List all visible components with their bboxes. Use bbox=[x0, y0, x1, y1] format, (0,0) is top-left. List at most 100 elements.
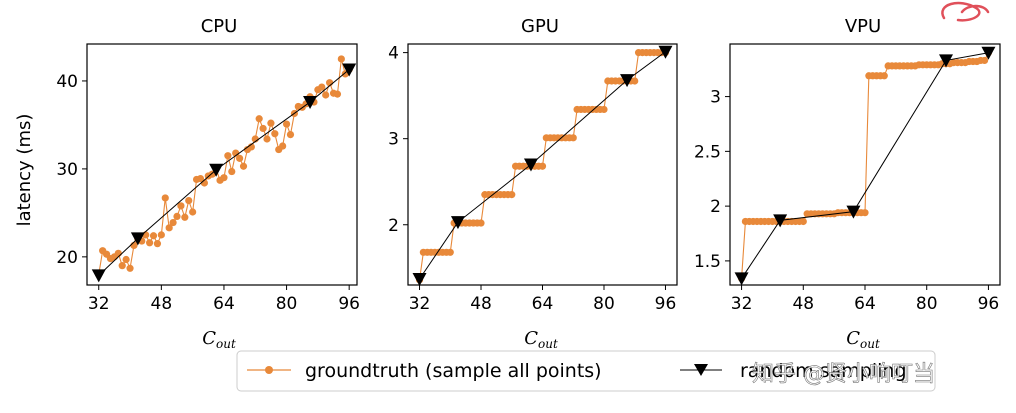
gpu-y-tick-label: 4 bbox=[388, 44, 399, 64]
cpu-y-tick-label: 20 bbox=[56, 248, 78, 268]
cpu-panel: CPU latency (ms) Cout 32 48 64 80 96 20 30 40 bbox=[14, 16, 360, 351]
vpu-x-tick-label: 48 bbox=[792, 294, 814, 314]
vpu-x-tick-label: 80 bbox=[916, 294, 938, 314]
cpu-sampling-point bbox=[130, 232, 145, 246]
gpu-x-tick-label: 80 bbox=[593, 294, 615, 314]
vpu-y-tick-label: 3 bbox=[710, 88, 721, 108]
gpu-x-axis-label: Cout bbox=[524, 328, 558, 351]
cpu-x-tick-label: 80 bbox=[276, 294, 298, 314]
gpu-groundtruth-point bbox=[600, 105, 608, 114]
gpu-groundtruth-point bbox=[477, 219, 485, 227]
cpu-groundtruth-point bbox=[267, 119, 275, 127]
cpu-groundtruth-point bbox=[318, 83, 326, 91]
gpu-title: GPU bbox=[521, 16, 559, 37]
gpu-x-tick-label: 48 bbox=[470, 294, 492, 314]
legend-sampling-label: random sampling bbox=[740, 360, 907, 382]
cpu-groundtruth-point bbox=[161, 194, 169, 202]
cpu-groundtruth-point bbox=[271, 130, 279, 138]
cpu-sampling-point bbox=[342, 63, 357, 77]
cpu-groundtruth-point bbox=[259, 124, 267, 133]
cpu-sampling-point bbox=[303, 96, 318, 110]
cpu-groundtruth-point bbox=[185, 196, 193, 205]
cpu-groundtruth-point bbox=[122, 255, 130, 264]
cpu-x-axis-label: Cout bbox=[202, 328, 236, 351]
vpu-plot-area: 32 48 64 80 96 1.5 2 2.5 3 bbox=[694, 43, 1001, 314]
gpu-x-tick-label: 96 bbox=[655, 294, 677, 314]
cpu-x-tick-label: 32 bbox=[88, 294, 110, 314]
cpu-y-tick-label: 30 bbox=[56, 160, 78, 180]
gpu-panel: GPU Cout 32 48 64 80 96 2 3 4 bbox=[388, 16, 678, 351]
cpu-title: CPU bbox=[201, 16, 238, 37]
cpu-groundtruth-point bbox=[220, 174, 228, 182]
gpu-groundtruth-point bbox=[538, 162, 547, 170]
gpu-plot-area: 32 48 64 80 96 2 3 4 bbox=[388, 43, 678, 314]
legend-frame bbox=[236, 350, 936, 392]
cpu-groundtruth-point bbox=[189, 208, 197, 216]
cpu-groundtruth-point bbox=[239, 162, 248, 170]
cpu-groundtruth-point bbox=[282, 120, 291, 128]
vpu-x-tick-label: 96 bbox=[978, 294, 1000, 314]
cpu-groundtruth-point bbox=[279, 142, 287, 150]
cpu-x-tick-label: 96 bbox=[338, 294, 360, 314]
cpu-groundtruth-point bbox=[286, 130, 295, 139]
cpu-x-tick-label: 48 bbox=[151, 294, 173, 314]
cpu-y-tick-label: 40 bbox=[56, 72, 78, 92]
vpu-x-axis-label: Cout bbox=[846, 328, 880, 351]
cpu-groundtruth-point bbox=[118, 262, 126, 270]
gpu-sampling-point bbox=[450, 216, 465, 230]
cpu-groundtruth-point bbox=[255, 115, 263, 123]
gpu-x-tick-label: 32 bbox=[409, 294, 431, 314]
cpu-groundtruth-point bbox=[130, 241, 138, 250]
red-scribble-mark bbox=[941, 1, 990, 22]
cpu-groundtruth-point bbox=[228, 167, 236, 176]
gpu-groundtruth-point bbox=[508, 191, 516, 199]
cpu-groundtruth-point bbox=[146, 239, 154, 247]
legend: groundtruth (sample all points) random s… bbox=[236, 350, 936, 392]
legend-groundtruth-marker bbox=[265, 366, 273, 374]
vpu-x-tick-label: 32 bbox=[731, 294, 753, 314]
watermark-text: 知乎 @贤小响叮当 bbox=[752, 362, 935, 387]
cpu-groundtruth-point bbox=[181, 213, 189, 221]
cpu-sampling-point bbox=[209, 163, 224, 177]
legend-groundtruth-label: groundtruth (sample all points) bbox=[305, 360, 602, 382]
cpu-groundtruth-point bbox=[224, 152, 232, 160]
vpu-groundtruth-point bbox=[880, 72, 888, 80]
cpu-groundtruth-point bbox=[169, 218, 177, 227]
cpu-axes-frame bbox=[86, 43, 358, 286]
cpu-groundtruth-point bbox=[333, 90, 342, 98]
vpu-x-tick-label: 64 bbox=[854, 294, 876, 314]
cpu-groundtruth-point bbox=[149, 232, 158, 240]
vpu-sampling-point bbox=[846, 205, 861, 219]
vpu-sampling-point bbox=[773, 214, 788, 228]
cpu-y-axis-label: latency (ms) bbox=[14, 114, 35, 227]
vpu-groundtruth-point bbox=[799, 217, 807, 226]
vpu-sampling-point bbox=[939, 54, 953, 68]
gpu-sampling-point bbox=[620, 74, 635, 88]
vpu-panel: VPU Cout 32 48 64 80 96 1.5 2 2.5 3 bbox=[694, 16, 1001, 351]
cpu-groundtruth-point bbox=[322, 91, 330, 99]
cpu-groundtruth-point bbox=[126, 264, 134, 272]
vpu-sampling-point bbox=[734, 272, 749, 286]
cpu-groundtruth-point bbox=[173, 212, 181, 220]
vpu-sampling-point bbox=[981, 46, 996, 60]
gpu-sampling-point bbox=[412, 272, 427, 286]
legend-sampling-marker bbox=[694, 364, 708, 376]
gpu-y-tick-label: 3 bbox=[388, 130, 399, 150]
cpu-groundtruth-point bbox=[114, 249, 122, 257]
gpu-sampling-point bbox=[658, 45, 673, 59]
cpu-groundtruth-point bbox=[157, 231, 165, 239]
vpu-groundtruth-point bbox=[861, 209, 869, 217]
gpu-sampling-point bbox=[523, 158, 538, 172]
vpu-y-tick-label: 1.5 bbox=[694, 252, 721, 272]
gpu-groundtruth-point bbox=[446, 248, 454, 256]
vpu-groundtruth-point bbox=[980, 56, 989, 65]
vpu-sampling-line bbox=[741, 52, 989, 279]
gpu-groundtruth-point bbox=[631, 77, 639, 85]
cpu-groundtruth-point bbox=[177, 202, 185, 210]
gpu-x-tick-label: 64 bbox=[532, 294, 554, 314]
cpu-groundtruth-point bbox=[165, 224, 173, 232]
vpu-y-tick-label: 2.5 bbox=[694, 142, 721, 162]
vpu-groundtruth-line bbox=[741, 52, 989, 279]
gpu-y-tick-label: 2 bbox=[388, 216, 399, 236]
